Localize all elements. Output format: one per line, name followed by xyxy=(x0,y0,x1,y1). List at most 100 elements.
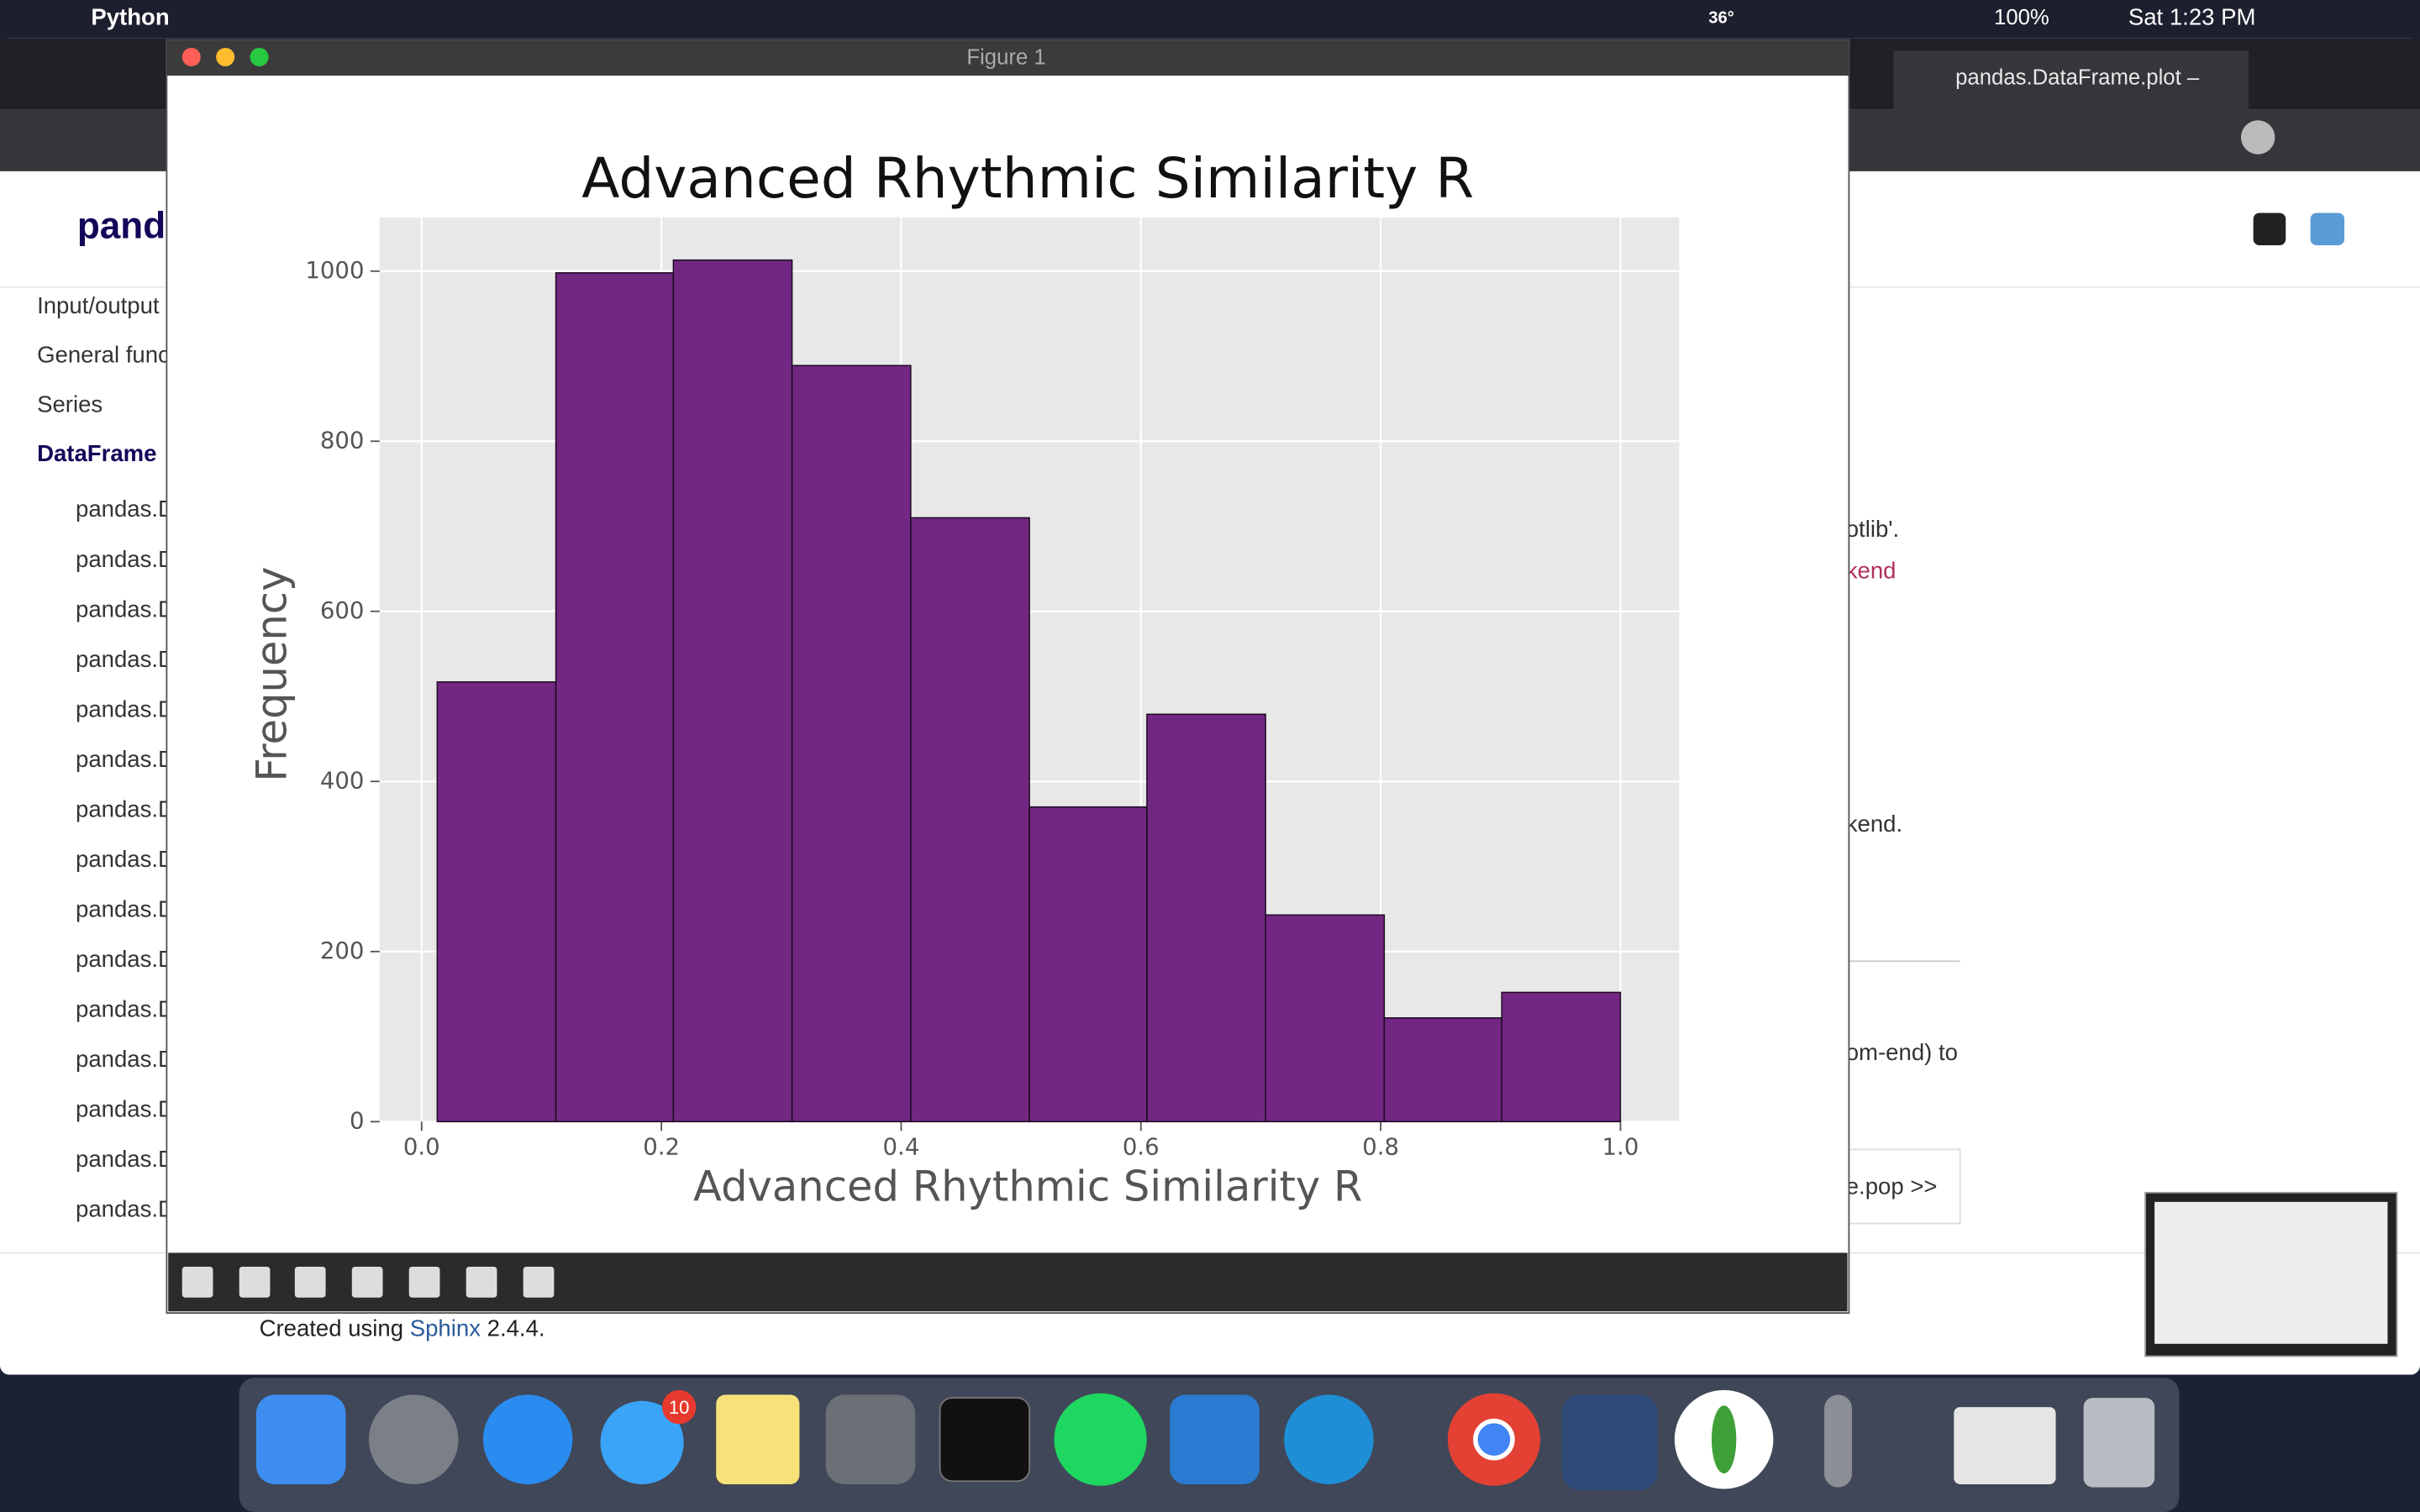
forward-button[interactable] xyxy=(294,1266,326,1298)
minimize-button[interactable] xyxy=(216,47,235,66)
clock[interactable]: Sat 1:23 PM xyxy=(2128,3,2256,29)
sidebar-item[interactable]: pandas.D xyxy=(76,546,175,572)
x-tick-label: 0.2 xyxy=(643,1134,680,1161)
zoom-tool-button[interactable] xyxy=(408,1266,440,1298)
footer-link[interactable]: Sphinx xyxy=(410,1315,481,1341)
sidebar-item[interactable]: pandas.D xyxy=(76,496,175,522)
sidebar-item[interactable]: pandas.D xyxy=(76,696,175,722)
mongodb-leaf xyxy=(1711,1405,1737,1474)
badge-count: 10 xyxy=(669,1397,690,1418)
sidebar-item[interactable]: pandas.D xyxy=(76,795,175,822)
sidebar-item[interactable]: pandas.D xyxy=(76,746,175,772)
sidebar-item[interactable]: Input/output xyxy=(37,292,160,318)
save-button[interactable] xyxy=(523,1266,555,1298)
y-tick-label: 200 xyxy=(320,937,365,964)
y-tick-label: 800 xyxy=(320,427,365,454)
x-tick-label: 0.0 xyxy=(403,1134,440,1161)
footer-text: 2.4.4. xyxy=(481,1315,545,1341)
toolbar-icons xyxy=(182,1266,555,1298)
sidebar-item[interactable]: pandas.D xyxy=(76,596,175,622)
mysql-icon[interactable] xyxy=(1561,1394,1658,1491)
back-button[interactable] xyxy=(239,1266,271,1298)
x-tick-label: 0.4 xyxy=(883,1134,920,1161)
sidebar-item[interactable]: pandas.D xyxy=(76,1046,175,1072)
pan-button[interactable] xyxy=(351,1266,383,1298)
safari-icon[interactable] xyxy=(482,1394,573,1484)
bar xyxy=(791,365,912,1123)
vscode-icon[interactable] xyxy=(1170,1394,1260,1484)
y-tick-label: 1000 xyxy=(305,257,364,284)
y-tick-label: 600 xyxy=(320,597,365,624)
dock-icons: 10 xyxy=(255,1389,2155,1491)
chart-title: Advanced Rhythmic Similarity R xyxy=(581,146,1474,211)
bar xyxy=(910,517,1030,1123)
fragment: kend. xyxy=(1846,811,1902,837)
x-axis-label: Advanced Rhythmic Similarity R xyxy=(693,1163,1362,1211)
sidebar-item[interactable]: Series xyxy=(37,391,103,417)
sidebar-item[interactable]: pandas.D xyxy=(76,995,175,1021)
terminal-icon[interactable] xyxy=(939,1397,1031,1483)
footer: Created using Sphinx 2.4.4. xyxy=(260,1315,545,1341)
menu-bar xyxy=(0,0,2420,38)
bar xyxy=(672,259,793,1123)
bar xyxy=(1028,806,1148,1123)
bar xyxy=(1146,713,1266,1123)
window-title: Figure 1 xyxy=(966,46,1045,70)
temperature[interactable]: 36° xyxy=(1708,8,1734,27)
sidebar-item[interactable]: DataFrame xyxy=(37,440,156,466)
logo[interactable]: pand xyxy=(77,205,166,246)
tab[interactable] xyxy=(1893,50,2249,110)
fragment: otlib'. xyxy=(1846,516,1899,542)
x-tick-label: 0.8 xyxy=(1362,1134,1399,1161)
launchpad-icon[interactable] xyxy=(368,1394,459,1484)
app-name[interactable]: Python xyxy=(91,3,169,29)
bar xyxy=(1383,1017,1502,1123)
fragment: om-end) to xyxy=(1846,1039,1958,1065)
sidebar-item[interactable]: pandas.D xyxy=(76,1095,175,1121)
bar xyxy=(1501,991,1622,1123)
sidebar-item[interactable]: pandas.D xyxy=(76,895,175,921)
sidebar-item[interactable]: pandas.D xyxy=(76,846,175,872)
x-tick-label: 0.6 xyxy=(1123,1134,1160,1161)
home-button[interactable] xyxy=(182,1266,213,1298)
profile-icon[interactable] xyxy=(2240,120,2275,155)
sidebar-item[interactable]: pandas.D xyxy=(76,646,175,672)
fragment[interactable]: e.pop >> xyxy=(1846,1173,1938,1200)
thumbnail-content xyxy=(2154,1201,2388,1344)
tab-title[interactable]: pandas.DataFrame.plot – xyxy=(1955,66,2200,89)
y-tick-label: 0 xyxy=(350,1107,365,1134)
bar xyxy=(555,272,675,1123)
fragment: kend xyxy=(1846,558,1897,584)
github-icon[interactable] xyxy=(2253,213,2286,246)
sidebar-item[interactable]: pandas.D xyxy=(76,1146,175,1172)
y-axis-label: Frequency xyxy=(247,567,296,782)
y-tick-label: 400 xyxy=(320,767,365,794)
notes-icon[interactable] xyxy=(716,1394,800,1484)
trash-icon[interactable] xyxy=(2083,1398,2155,1488)
x-tick-label: 1.0 xyxy=(1602,1134,1639,1161)
sidebar-item[interactable]: pandas.D xyxy=(76,1195,175,1221)
finder-icon[interactable] xyxy=(255,1394,346,1484)
edge-icon[interactable] xyxy=(1284,1394,1374,1484)
footer-text: Created using xyxy=(260,1315,410,1341)
chrome-center xyxy=(1473,1418,1515,1461)
preview-icon[interactable] xyxy=(1954,1407,2056,1484)
sidebar-item[interactable]: General func xyxy=(37,342,170,368)
zoom-button[interactable] xyxy=(250,47,269,66)
spotify-icon[interactable] xyxy=(1054,1393,1147,1486)
configure-button[interactable] xyxy=(466,1266,497,1298)
bar xyxy=(1265,914,1386,1123)
twitter-icon[interactable] xyxy=(2310,213,2344,246)
python-launcher-icon[interactable] xyxy=(1824,1394,1853,1488)
window-titlebar xyxy=(166,39,1849,76)
sidebar: Input/output General func Series DataFrame p… xyxy=(37,292,175,1222)
bar xyxy=(436,681,557,1123)
figure-toolbar xyxy=(168,1252,1848,1312)
messages-icon[interactable] xyxy=(600,1400,684,1484)
close-button[interactable] xyxy=(182,47,201,66)
badge xyxy=(661,1389,697,1425)
preferences-icon[interactable] xyxy=(825,1394,916,1484)
battery[interactable]: 100% xyxy=(1994,6,2049,29)
sidebar-item[interactable]: pandas.D xyxy=(76,946,175,972)
